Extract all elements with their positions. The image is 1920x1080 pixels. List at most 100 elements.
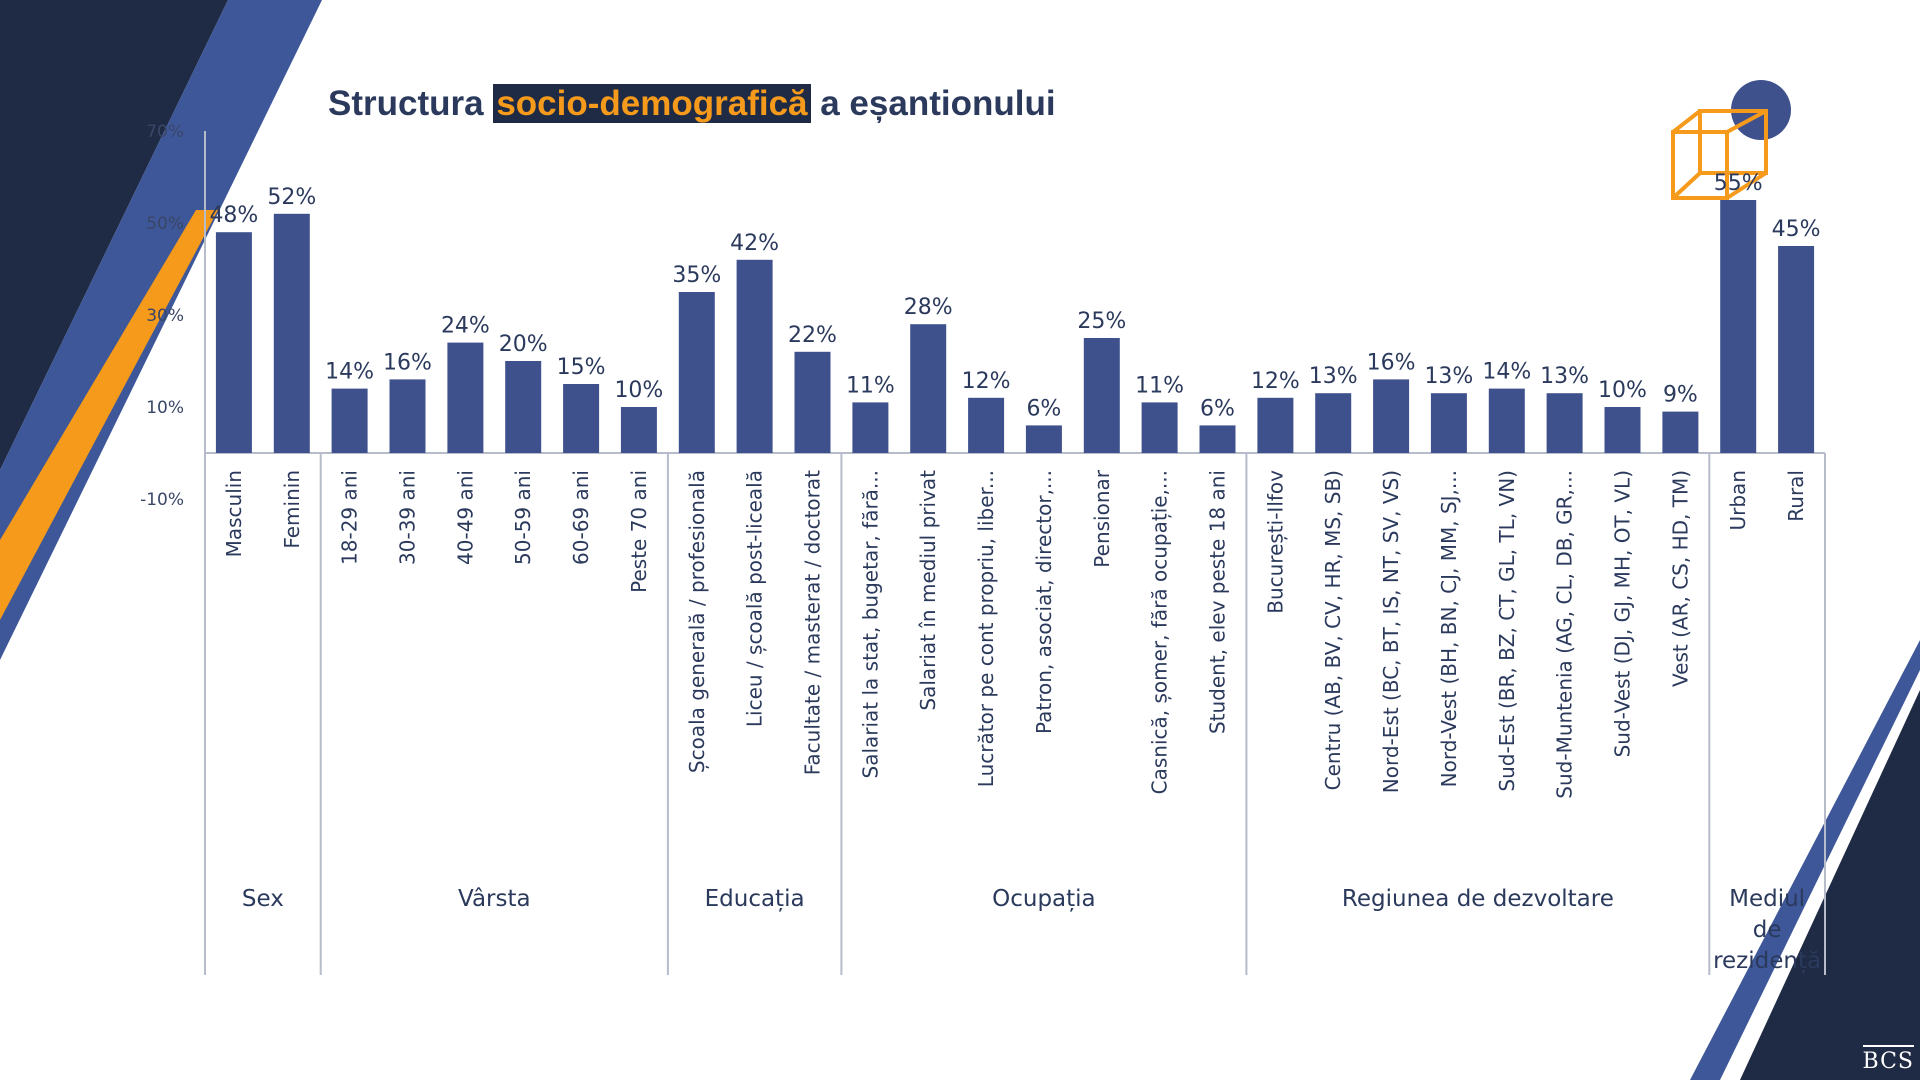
category-label: Salariat la stat, bugetar, fără... [858,470,882,779]
bar-value-label: 6% [1026,396,1061,421]
bar-value-label: 14% [1482,360,1531,385]
blue-diagonal-stripe [0,0,322,660]
cube-icon-edge [1671,109,1702,134]
group-label: Vârsta [458,886,531,912]
group-label: Mediul de rezidență [1713,886,1821,974]
bar [1430,393,1467,453]
bar [736,259,773,453]
category-label: Feminin [280,470,304,549]
bar [215,232,252,453]
bar-value-label: 55% [1714,171,1763,196]
y-tick-label: 50% [146,214,184,234]
cube-icon-edge [1671,171,1702,200]
orange-diagonal-stripe [0,210,218,620]
bar-value-label: 20% [499,332,548,357]
bar [1083,338,1120,453]
y-tick-label: 70% [146,122,184,142]
bar-value-label: 12% [1251,369,1300,394]
group-label: Sex [242,886,284,912]
bar [331,388,368,453]
y-tick-label: 30% [146,306,184,326]
cube-icon-edge [1725,171,1768,200]
category-label: Vest (AR, CS, HD, TM) [1668,470,1692,687]
title-highlight: socio-demografică [493,84,811,123]
category-label: 60-69 ani [569,470,593,565]
bar [794,351,831,453]
bar [389,379,426,453]
bar [563,384,600,453]
cube-icon-back [1698,109,1768,175]
bar [1315,393,1352,453]
category-label: Patron, asociat, director,... [1032,470,1056,734]
bar-value-label: 6% [1200,396,1235,421]
category-label: Școala generală / profesională [685,470,709,773]
bar-value-label: 22% [788,323,837,348]
y-tick-label: -10% [140,490,184,510]
category-label: 50-59 ani [511,470,535,565]
bar-value-label: 45% [1772,217,1821,242]
bar [1604,407,1641,453]
bcs-logo: BCS [1862,1045,1914,1074]
bar [1778,246,1815,453]
bar-value-label: 24% [441,314,490,339]
bar-value-label: 48% [209,203,258,228]
bar-value-label: 25% [1077,309,1126,334]
bar [505,361,542,453]
category-label: Rural [1784,470,1808,522]
bar-value-label: 13% [1309,364,1358,389]
category-label: Peste 70 ani [627,470,651,593]
group-label: Regiunea de dezvoltare [1342,886,1614,912]
bar [968,397,1005,453]
bar-value-label: 42% [730,231,779,256]
navy-bottom-right-shape [1740,690,1920,1080]
bar-value-label: 28% [904,295,953,320]
bar [1373,379,1410,453]
bar-value-label: 11% [846,373,895,398]
category-label: Salariat în mediul privat [916,470,940,711]
bar-value-label: 10% [1598,378,1647,403]
category-label: Student, elev peste 18 ani [1206,470,1230,734]
category-label: Centru (AB, BV, CV, HR, MS, SB) [1321,470,1345,790]
bar [1199,425,1236,453]
title-text-end: a eșantionului [810,84,1056,123]
category-label: Sud-Muntenia (AG, CL, DB, GR,... [1553,470,1577,799]
cube-icon-edge [1726,109,1767,134]
bar [852,402,889,453]
category-label: Nord-Vest (BH, BN, CJ, MM, SJ,... [1437,470,1461,787]
category-label: Lucrător pe cont propriu, liber... [974,470,998,787]
y-tick-label: 10% [146,398,184,418]
bar-value-label: 13% [1540,364,1589,389]
group-label: Ocupația [992,886,1096,912]
bar-value-label: 13% [1424,364,1473,389]
blue-bottom-right-stripe [1690,640,1920,1080]
category-label: 18-29 ani [338,470,362,565]
category-label: Facultate / masterat / doctorat [801,470,825,775]
bar [620,407,657,453]
bar [447,342,484,453]
bar [1257,397,1294,453]
bar-value-label: 14% [325,360,374,385]
category-label: Sud-Vest (DJ, GJ, MH, OT, VL) [1611,470,1635,757]
category-label: Urban [1726,470,1750,531]
bar-value-label: 15% [557,355,606,380]
bar-value-label: 9% [1663,383,1698,408]
bar-value-label: 52% [267,185,316,210]
bar [1720,200,1757,453]
title-text-start: Structura [328,84,494,123]
category-label: Nord-Est (BC, BT, IS, NT, SV, VS) [1379,470,1403,793]
group-label: Educația [705,886,805,912]
bar-value-label: 10% [614,378,663,403]
bar [273,213,310,453]
category-label: București-Ilfov [1263,470,1287,614]
bar-value-label: 35% [672,263,721,288]
category-label: Sud-Est (BR, BZ, CT, GL, TL, VN) [1495,470,1519,792]
bar [678,292,715,453]
bar [1488,388,1525,453]
category-label: 40-49 ani [453,470,477,565]
bar-value-label: 12% [962,369,1011,394]
bar [910,324,947,453]
bar-value-label: 11% [1135,373,1184,398]
category-label: Pensionar [1090,469,1114,567]
